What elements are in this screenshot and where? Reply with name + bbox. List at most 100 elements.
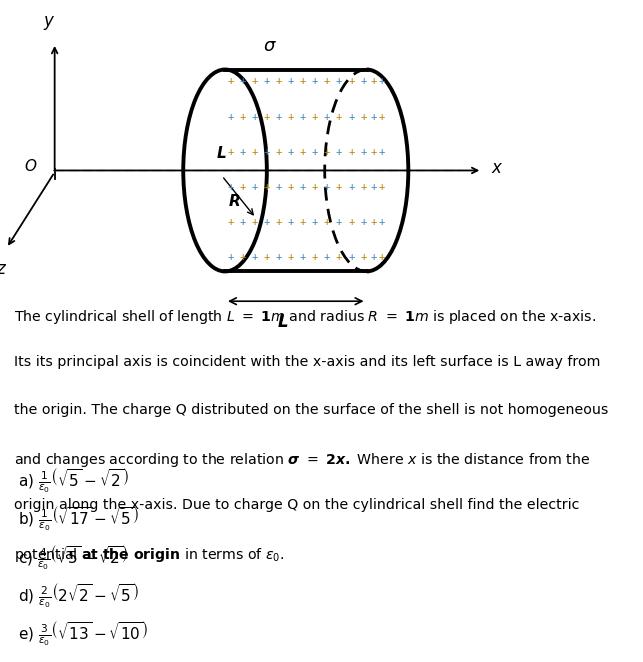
Text: +: + bbox=[287, 76, 294, 87]
Text: $\sigma$: $\sigma$ bbox=[263, 37, 277, 55]
Text: +: + bbox=[371, 76, 377, 87]
Text: a) $\frac{1}{\varepsilon_0}\left(\sqrt{5}-\sqrt{2}\right)$: a) $\frac{1}{\varepsilon_0}\left(\sqrt{5… bbox=[18, 467, 129, 495]
Text: +: + bbox=[264, 252, 269, 262]
Text: +: + bbox=[227, 111, 233, 122]
Text: +: + bbox=[324, 146, 330, 157]
Text: +: + bbox=[275, 216, 282, 227]
Text: +: + bbox=[348, 146, 354, 157]
Text: +: + bbox=[348, 216, 354, 227]
Text: +: + bbox=[379, 146, 385, 157]
Text: +: + bbox=[336, 181, 342, 192]
Text: +: + bbox=[324, 111, 330, 122]
Text: +: + bbox=[348, 76, 354, 87]
Text: +: + bbox=[300, 76, 306, 87]
Text: +: + bbox=[227, 181, 233, 192]
Text: +: + bbox=[264, 111, 269, 122]
Text: +: + bbox=[360, 216, 367, 227]
Text: z: z bbox=[0, 260, 5, 277]
Text: +: + bbox=[264, 146, 269, 157]
Text: +: + bbox=[239, 76, 246, 87]
Text: +: + bbox=[312, 181, 318, 192]
Text: +: + bbox=[287, 181, 294, 192]
Text: e) $\frac{3}{\varepsilon_0}\left(\sqrt{13}-\sqrt{10}\right)$: e) $\frac{3}{\varepsilon_0}\left(\sqrt{1… bbox=[18, 620, 149, 649]
Text: +: + bbox=[371, 181, 377, 192]
Text: +: + bbox=[324, 216, 330, 227]
Text: the origin. The charge Q distributed on the surface of the shell is not homogene: the origin. The charge Q distributed on … bbox=[14, 403, 608, 417]
Text: The cylindrical shell of length $L\ =\ \mathbf{1}\mathit{m}$ and radius $R\ =\ \: The cylindrical shell of length $L\ =\ \… bbox=[14, 308, 596, 326]
Text: +: + bbox=[227, 216, 233, 227]
Text: +: + bbox=[300, 216, 306, 227]
Text: +: + bbox=[360, 76, 367, 87]
Text: L: L bbox=[278, 313, 288, 331]
Text: +: + bbox=[251, 181, 257, 192]
Text: +: + bbox=[360, 146, 367, 157]
Text: +: + bbox=[227, 76, 233, 87]
Text: L: L bbox=[217, 146, 227, 162]
Text: +: + bbox=[312, 252, 318, 262]
Text: +: + bbox=[239, 252, 246, 262]
Text: +: + bbox=[312, 216, 318, 227]
Text: +: + bbox=[239, 181, 246, 192]
Text: +: + bbox=[336, 252, 342, 262]
Text: +: + bbox=[348, 181, 354, 192]
Text: +: + bbox=[379, 111, 385, 122]
Text: +: + bbox=[239, 111, 246, 122]
Text: +: + bbox=[251, 111, 257, 122]
Text: +: + bbox=[348, 111, 354, 122]
Text: +: + bbox=[275, 111, 282, 122]
Text: +: + bbox=[336, 146, 342, 157]
Text: +: + bbox=[360, 111, 367, 122]
Text: +: + bbox=[371, 252, 377, 262]
Text: +: + bbox=[251, 146, 257, 157]
Text: +: + bbox=[264, 216, 269, 227]
Text: +: + bbox=[287, 146, 294, 157]
Text: +: + bbox=[324, 252, 330, 262]
Text: +: + bbox=[336, 76, 342, 87]
Text: +: + bbox=[379, 252, 385, 262]
Text: +: + bbox=[300, 252, 306, 262]
Text: d) $\frac{2}{\varepsilon_0}\left(2\sqrt{2}-\sqrt{5}\right)$: d) $\frac{2}{\varepsilon_0}\left(2\sqrt{… bbox=[18, 582, 139, 610]
Text: +: + bbox=[312, 146, 318, 157]
Text: +: + bbox=[371, 146, 377, 157]
Text: +: + bbox=[300, 146, 306, 157]
Text: +: + bbox=[336, 111, 342, 122]
Text: +: + bbox=[312, 76, 318, 87]
Text: Its its principal axis is coincident with the x-axis and its left surface is L a: Its its principal axis is coincident wit… bbox=[14, 355, 601, 369]
Text: +: + bbox=[287, 111, 294, 122]
Text: O: O bbox=[24, 160, 37, 174]
Text: +: + bbox=[360, 252, 367, 262]
Text: +: + bbox=[251, 216, 257, 227]
Text: +: + bbox=[275, 252, 282, 262]
Text: y: y bbox=[43, 12, 53, 30]
Text: +: + bbox=[275, 146, 282, 157]
Text: +: + bbox=[287, 216, 294, 227]
Text: +: + bbox=[371, 216, 377, 227]
Text: +: + bbox=[371, 111, 377, 122]
Text: +: + bbox=[264, 181, 269, 192]
Text: +: + bbox=[312, 111, 318, 122]
Text: +: + bbox=[227, 252, 233, 262]
Text: +: + bbox=[324, 181, 330, 192]
Text: +: + bbox=[239, 146, 246, 157]
Text: +: + bbox=[336, 216, 342, 227]
Text: b) $\frac{1}{\varepsilon_0}\left(\sqrt{17}-\sqrt{5}\right)$: b) $\frac{1}{\varepsilon_0}\left(\sqrt{1… bbox=[18, 505, 139, 534]
Text: +: + bbox=[239, 216, 246, 227]
Text: +: + bbox=[227, 146, 233, 157]
Text: +: + bbox=[300, 181, 306, 192]
Text: +: + bbox=[275, 181, 282, 192]
Text: +: + bbox=[360, 181, 367, 192]
Text: +: + bbox=[379, 181, 385, 192]
Text: origin along the x-axis. Due to charge Q on the cylindrical shell find the elect: origin along the x-axis. Due to charge Q… bbox=[14, 498, 579, 512]
Text: c) $\frac{4}{\varepsilon_0}\left(\sqrt{5}-\sqrt{2}\right)$: c) $\frac{4}{\varepsilon_0}\left(\sqrt{5… bbox=[18, 544, 128, 572]
Text: +: + bbox=[379, 76, 385, 87]
Text: +: + bbox=[379, 216, 385, 227]
Text: +: + bbox=[287, 252, 294, 262]
Text: +: + bbox=[251, 76, 257, 87]
Text: +: + bbox=[275, 76, 282, 87]
Text: +: + bbox=[264, 76, 269, 87]
Text: +: + bbox=[348, 252, 354, 262]
Text: +: + bbox=[300, 111, 306, 122]
Text: +: + bbox=[251, 252, 257, 262]
Text: x: x bbox=[492, 160, 502, 177]
Text: and changes according to the relation $\boldsymbol{\sigma}\ =\ \mathbf{2}\boldsy: and changes according to the relation $\… bbox=[14, 451, 590, 469]
